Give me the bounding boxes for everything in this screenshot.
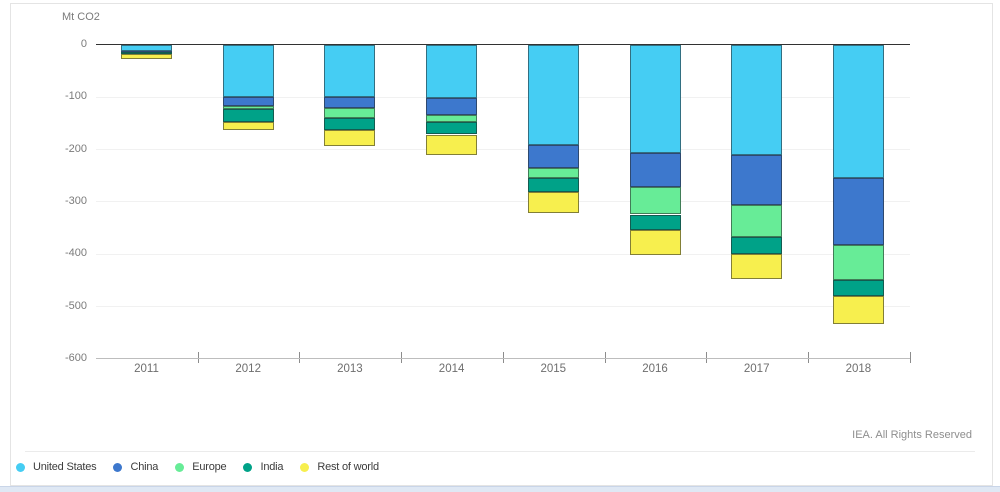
x-label-2011: 2011 xyxy=(134,363,159,375)
bar-segment-india-2018[interactable] xyxy=(832,280,884,296)
y-tick-label--600: -600 xyxy=(64,351,87,364)
x-label-2017: 2017 xyxy=(743,363,770,375)
bar-segment-rest-of-world-2015[interactable] xyxy=(527,192,579,214)
bar-segment-india-2012[interactable] xyxy=(222,109,274,123)
bar-segment-united-states-2017[interactable] xyxy=(731,44,783,156)
x-label-2012: 2012 xyxy=(235,363,261,375)
bar-segment-europe-2015[interactable] xyxy=(527,167,579,179)
bar-segment-india-2014[interactable] xyxy=(426,122,478,135)
bar-segment-rest-of-world-2014[interactable] xyxy=(426,134,478,156)
legend-item-europe[interactable]: Europe xyxy=(175,461,227,473)
bar-segment-united-states-2018[interactable] xyxy=(832,44,884,179)
x-axis-line xyxy=(96,358,910,359)
bar-segment-rest-of-world-2012[interactable] xyxy=(222,122,274,131)
legend-label-united-states: United States xyxy=(33,461,97,473)
bar-segment-india-2013[interactable] xyxy=(324,117,376,130)
bar-segment-united-states-2016[interactable] xyxy=(629,44,681,154)
bar-segment-united-states-2015[interactable] xyxy=(527,44,579,146)
bar-segment-rest-of-world-2017[interactable] xyxy=(731,253,783,279)
bar-segment-china-2012[interactable] xyxy=(222,96,274,107)
bar-segment-india-2017[interactable] xyxy=(731,237,783,254)
bar-segment-europe-2014[interactable] xyxy=(426,114,478,123)
legend-swatch-united-states xyxy=(16,462,25,472)
legend-swatch-china xyxy=(113,462,123,472)
legend-divider xyxy=(25,451,975,452)
bar-segment-united-states-2012[interactable] xyxy=(222,44,274,97)
bar-segment-china-2016[interactable] xyxy=(629,153,681,187)
bar-segment-india-2015[interactable] xyxy=(527,178,579,192)
x-label-2016: 2016 xyxy=(642,363,668,375)
x-label-2013: 2013 xyxy=(337,363,363,375)
bar-segment-rest-of-world-2011[interactable] xyxy=(121,54,172,59)
legend-item-india[interactable]: India xyxy=(243,461,284,473)
bar-segment-europe-2016[interactable] xyxy=(629,186,681,215)
legend-swatch-rest-of-world xyxy=(300,462,310,472)
gridline--400 xyxy=(96,253,910,255)
legend-swatch-india xyxy=(243,462,253,472)
y-axis-unit-label: Mt CO2 xyxy=(62,11,100,23)
legend-swatch-europe xyxy=(175,462,185,472)
gridline--500 xyxy=(96,306,910,307)
bar-segment-china-2015[interactable] xyxy=(527,145,579,168)
y-tick-label-0: 0 xyxy=(80,38,87,50)
y-tick-label--200: -200 xyxy=(64,142,87,155)
bar-segment-rest-of-world-2016[interactable] xyxy=(629,230,681,256)
gridline--200 xyxy=(96,149,910,151)
bar-segment-europe-2013[interactable] xyxy=(324,108,376,118)
bar-segment-europe-2017[interactable] xyxy=(731,204,783,237)
gridline--100 xyxy=(96,96,910,98)
bar-segment-china-2017[interactable] xyxy=(731,155,783,205)
copyright-note: IEA. All Rights Reserved xyxy=(852,429,972,441)
y-tick-label--100: -100 xyxy=(64,90,87,103)
bar-segment-rest-of-world-2013[interactable] xyxy=(324,129,376,147)
zero-axis-line xyxy=(96,43,910,46)
x-label-2014: 2014 xyxy=(438,363,465,375)
bottom-page-strip xyxy=(0,486,1000,492)
bar-segment-united-states-2014[interactable] xyxy=(426,44,478,99)
legend-item-united-states[interactable]: United States xyxy=(16,461,97,473)
x-label-2018: 2018 xyxy=(845,363,872,375)
y-tick-label--500: -500 xyxy=(64,299,87,312)
legend-label-india: India xyxy=(260,461,284,473)
x-label-2015: 2015 xyxy=(540,363,567,375)
bar-segment-rest-of-world-2018[interactable] xyxy=(832,295,884,324)
y-tick-label--300: -300 xyxy=(64,194,87,207)
y-tick-label--400: -400 xyxy=(64,247,87,260)
bar-segment-china-2018[interactable] xyxy=(832,178,884,246)
bar-segment-europe-2018[interactable] xyxy=(832,245,884,281)
bar-segment-china-2013[interactable] xyxy=(324,96,376,109)
gridline--300 xyxy=(96,201,910,203)
legend-item-china[interactable]: China xyxy=(113,461,158,473)
legend-label-europe: Europe xyxy=(192,461,227,473)
bar-segment-china-2014[interactable] xyxy=(426,98,478,115)
legend-label-rest-of-world: Rest of world xyxy=(317,461,379,473)
legend-item-rest-of-world[interactable]: Rest of world xyxy=(300,461,379,473)
legend-label-china: China xyxy=(130,461,159,473)
bar-segment-india-2016[interactable] xyxy=(629,214,681,231)
bar-segment-united-states-2013[interactable] xyxy=(324,44,376,97)
legend: United States China Europe India Rest of wor… xyxy=(16,461,379,473)
